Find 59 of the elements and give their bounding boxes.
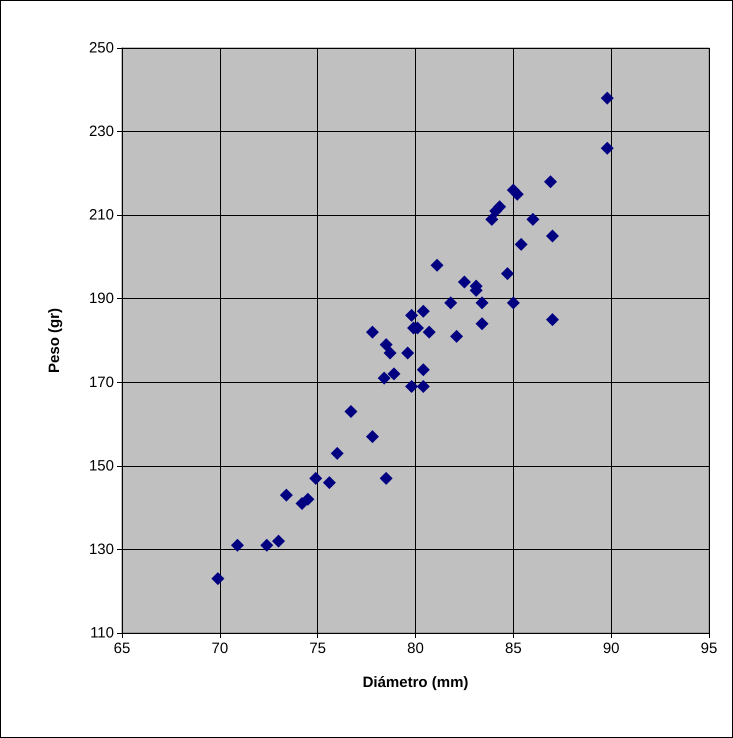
point: [416, 380, 430, 393]
point: [476, 296, 489, 310]
point: [280, 488, 293, 502]
point: [416, 363, 430, 376]
point: [366, 326, 379, 339]
point: [387, 367, 400, 380]
y-tick-label: 250: [88, 40, 114, 56]
point: [366, 430, 379, 444]
point: [330, 446, 344, 460]
point: [544, 175, 558, 188]
x-tick-label: 95: [700, 640, 718, 657]
point: [546, 313, 559, 326]
y-tick-label: 130: [88, 540, 114, 558]
point: [211, 572, 224, 586]
point: [546, 230, 559, 243]
x-tick-label: 65: [114, 640, 130, 657]
point: [485, 212, 498, 226]
y-tick-label: 230: [88, 123, 114, 140]
y-tick-label: 150: [88, 457, 114, 474]
point: [272, 534, 286, 548]
point: [506, 296, 520, 310]
y-tick-label: 170: [88, 374, 114, 391]
point: [384, 346, 397, 360]
point: [500, 267, 514, 280]
point: [309, 472, 322, 485]
y-tick-label: 190: [88, 290, 114, 308]
y-tick-label: 210: [88, 206, 114, 224]
point: [430, 258, 444, 272]
x-tick-label: 75: [309, 640, 326, 657]
point: [260, 538, 274, 552]
point: [380, 338, 393, 352]
point: [322, 476, 336, 490]
point: [458, 276, 471, 288]
point: [526, 212, 540, 226]
x-tick-label: 80: [407, 640, 424, 657]
point: [476, 317, 489, 330]
point: [510, 188, 524, 201]
point: [422, 326, 436, 339]
y-axis-title: Peso (gr): [46, 308, 63, 374]
point: [493, 200, 506, 214]
point: [600, 142, 614, 155]
x-tick-label: 90: [602, 640, 620, 657]
point: [405, 380, 418, 393]
point: [600, 92, 614, 105]
x-tick-label: 85: [504, 640, 522, 657]
x-tick-label: 70: [211, 640, 228, 657]
point: [405, 308, 418, 322]
point: [416, 304, 430, 318]
point: [450, 330, 464, 343]
point: [301, 492, 314, 506]
y-tick-label: 110: [90, 624, 114, 642]
point: [344, 405, 358, 418]
x-axis-title: Diámetro (mm): [362, 674, 468, 691]
point: [230, 538, 244, 552]
point: [401, 346, 414, 360]
point: [514, 238, 528, 251]
point: [444, 296, 458, 310]
point: [378, 372, 391, 385]
point: [380, 472, 393, 485]
